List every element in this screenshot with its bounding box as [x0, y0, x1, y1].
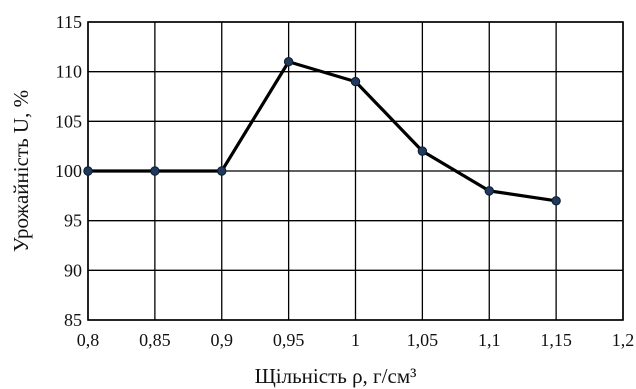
data-point — [217, 166, 227, 176]
data-point — [83, 166, 93, 176]
x-tick-labels: 0,8 0,85 0,9 0,95 1 1,05 1,1 1,15 1,2 — [77, 330, 635, 350]
y-tick-label: 100 — [55, 161, 82, 181]
data-point — [484, 186, 494, 196]
y-tick-label: 110 — [56, 62, 82, 82]
y-tick-label: 115 — [56, 12, 82, 32]
data-point — [283, 57, 294, 67]
x-axis-label: Щільність ρ, г/см³ — [255, 364, 417, 388]
y-tick-label: 90 — [64, 260, 82, 280]
data-point — [417, 146, 428, 156]
y-tick-label: 95 — [64, 211, 82, 231]
x-tick-label: 0,9 — [211, 330, 234, 350]
x-tick-label: 1,15 — [540, 330, 572, 350]
series-line — [88, 60, 557, 203]
series-group — [83, 57, 561, 206]
x-tick-label: 1 — [351, 330, 360, 350]
y-tick-labels: 85 90 95 100 105 110 115 — [55, 12, 82, 330]
y-axis-label: Урожайність U, % — [9, 90, 33, 252]
x-tick-label: 0,85 — [139, 330, 171, 350]
data-point — [350, 76, 361, 87]
data-point — [150, 166, 160, 176]
x-tick-label: 0,95 — [273, 330, 305, 350]
data-point — [551, 196, 561, 206]
x-tick-label: 1,2 — [612, 330, 635, 350]
y-tick-label: 105 — [55, 111, 82, 131]
x-tick-label: 1,05 — [407, 330, 439, 350]
y-tick-label: 85 — [64, 310, 82, 330]
x-tick-label: 1,1 — [478, 330, 501, 350]
x-tick-label: 0,8 — [77, 330, 100, 350]
